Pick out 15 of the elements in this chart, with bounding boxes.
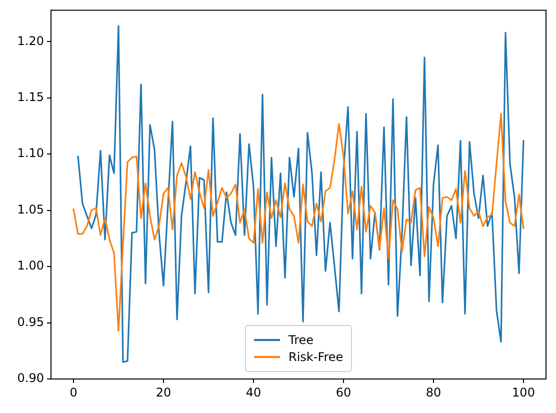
y-tick-label: 1.20: [17, 34, 44, 48]
y-tick-label: 1.15: [17, 90, 44, 104]
x-tick-label: 0: [70, 385, 78, 400]
x-tick-label: 100: [512, 385, 535, 400]
x-tick-label: 40: [246, 385, 262, 400]
x-tick-label: 20: [156, 385, 172, 400]
y-tick-label: 1.00: [17, 258, 44, 273]
x-tick-label: 80: [426, 385, 442, 400]
legend-label: Risk-Free: [288, 350, 344, 364]
y-tick-label: 1.05: [17, 202, 44, 216]
x-tick-label: 60: [336, 385, 352, 400]
y-tick-label: 0.90: [17, 371, 44, 386]
y-tick-label: 1.10: [17, 146, 44, 160]
y-tick-label: 0.95: [17, 314, 44, 329]
legend-label: Tree: [288, 333, 314, 347]
